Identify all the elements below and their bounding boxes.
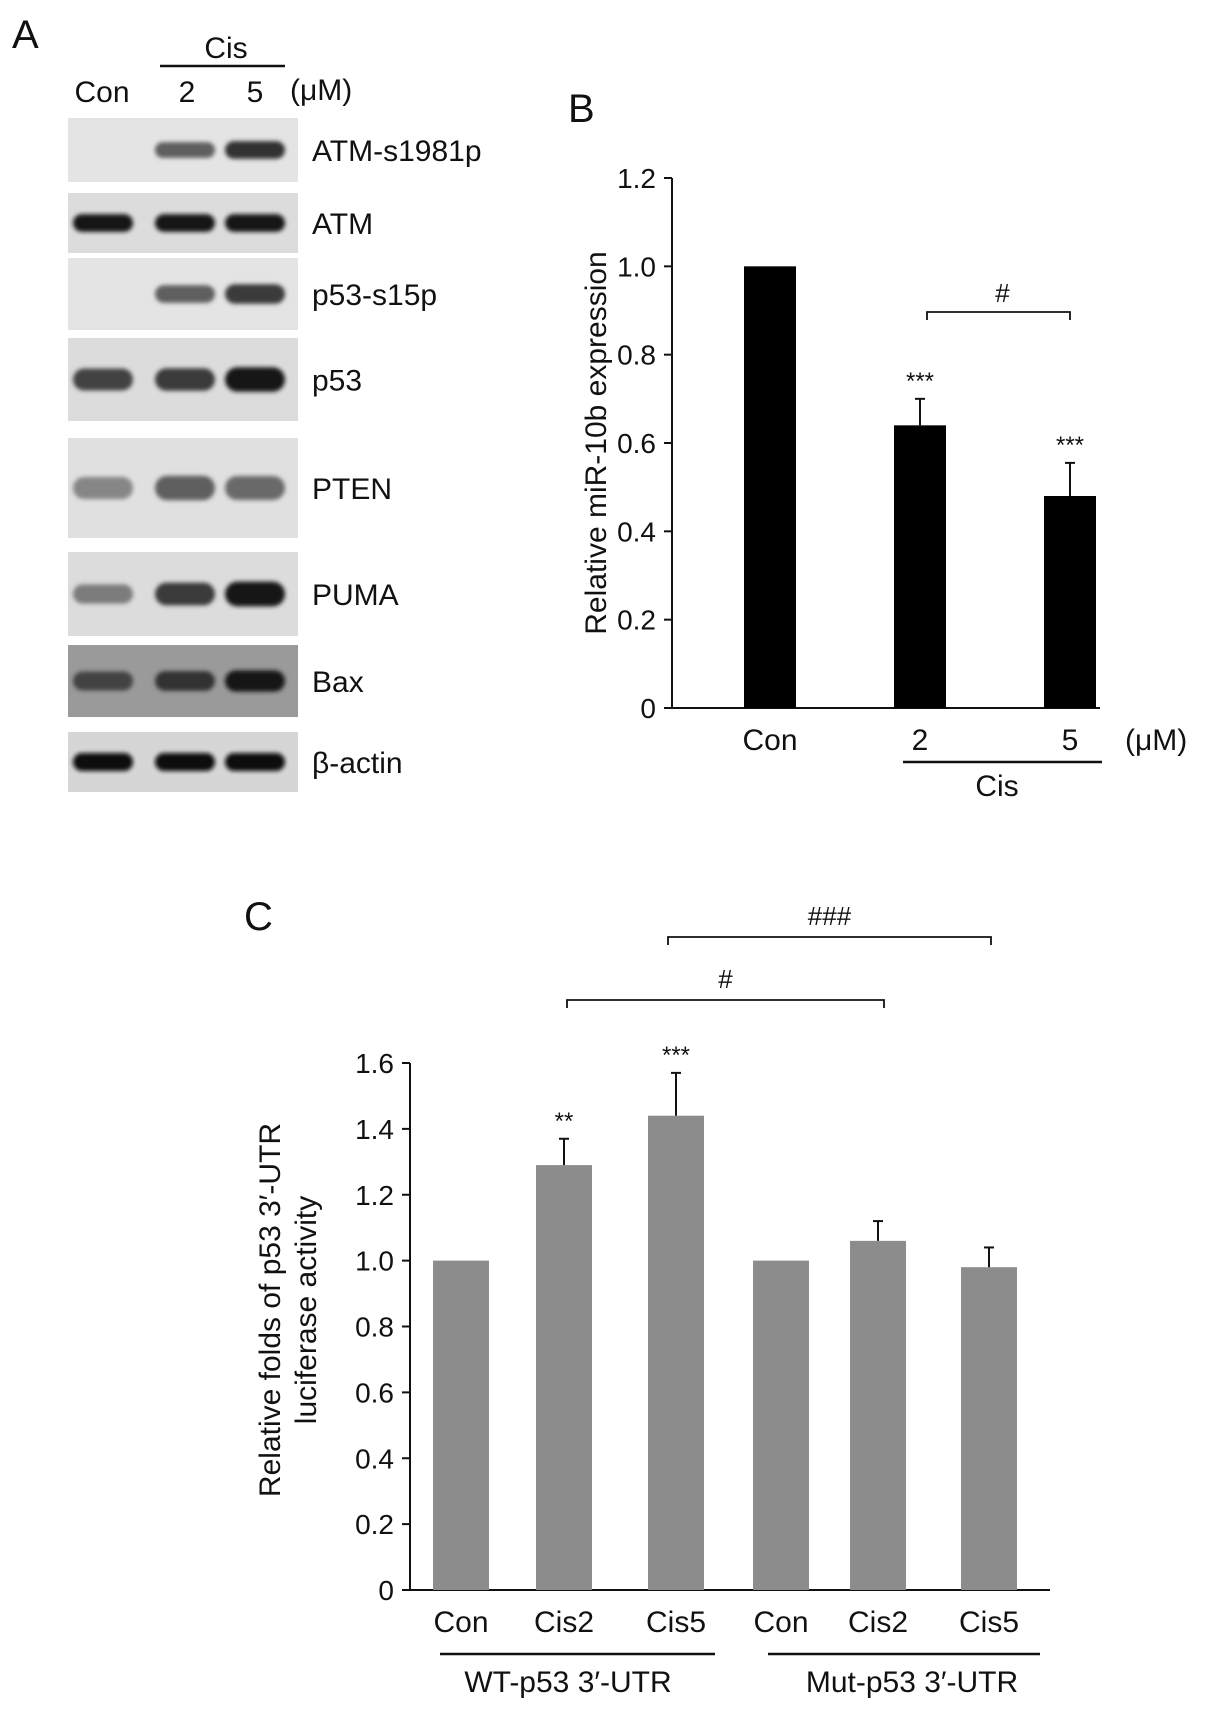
bar <box>850 1240 906 1590</box>
group-label: WT-p53 3′-UTR <box>464 1666 671 1699</box>
y-tick-label: 0.6 <box>355 1377 394 1408</box>
y-tick-label: 1.0 <box>617 251 656 282</box>
x-tick-label: Cis2 <box>534 1606 594 1639</box>
bar <box>961 1267 1017 1590</box>
significance-label: ** <box>555 1108 574 1135</box>
blot-group-label: Cis <box>204 32 247 65</box>
chart-c: 0 0.2 0.4 0.6 0.8 1.0 1.2 1.4 1.6 Con ** Cis2 *** Cis… <box>254 901 1050 1699</box>
comparison-bracket <box>566 999 885 1008</box>
significance-label: *** <box>662 1042 690 1069</box>
x-tick-label: Cis5 <box>959 1606 1019 1639</box>
blot-pten-band-1 <box>73 476 133 500</box>
blot-p53-s15p-label: p53-s15p <box>312 279 437 312</box>
y-tick-label: 0.4 <box>617 516 656 547</box>
x-tick-label: Cis5 <box>646 1606 706 1639</box>
chart-b: 0 0.2 0.4 0.6 0.8 1.0 1.2 Con *** 2 *** 5 Relative m… <box>580 163 1187 803</box>
blot-header: Cis Con 2 5 (μM) <box>74 32 352 109</box>
blot-pten-label: PTEN <box>312 473 392 506</box>
y-axis-label-line-1: Relative folds of p53 3′-UTR <box>254 1123 287 1497</box>
blot-pten-band-3 <box>225 476 285 500</box>
blot-atm-band-3 <box>225 214 285 232</box>
blot-unit: (μM) <box>290 74 352 107</box>
x-tick-label: 5 <box>1062 724 1079 757</box>
comparison-label: # <box>995 278 1010 308</box>
y-tick-label: 1.2 <box>617 163 656 194</box>
y-axis-label: Relative miR-10b expression <box>580 251 613 635</box>
blot-lane-2: 2 <box>179 76 196 109</box>
blot-p53-band-2 <box>155 368 215 391</box>
bar <box>744 266 796 708</box>
blot-puma-band-2 <box>155 582 215 606</box>
blot-atm-band-1 <box>73 214 133 232</box>
blot-p53-s15p-band-2 <box>155 285 215 303</box>
x-tick-label: Con <box>742 724 797 757</box>
y-axis-label-line-2: luciferase activity <box>290 1196 323 1424</box>
panel-label-c: C <box>244 895 273 939</box>
y-tick-label: 0.8 <box>617 340 656 371</box>
group-label: Cis <box>975 770 1018 803</box>
panel-label-a: A <box>12 13 39 57</box>
unit-label: (μM) <box>1125 724 1187 757</box>
comparison-label: ### <box>808 901 852 931</box>
comparison-bracket <box>667 936 992 945</box>
x-tick-label: 2 <box>912 724 929 757</box>
significance-label: *** <box>906 368 934 395</box>
blot-bax-band-3 <box>225 670 285 692</box>
bar <box>648 1115 704 1590</box>
blot-atm-label: ATM <box>312 208 373 241</box>
blot-puma-band-3 <box>225 581 285 607</box>
blot-lane-5: 5 <box>247 76 264 109</box>
blot-puma-band-1 <box>73 584 133 604</box>
bar <box>894 425 946 708</box>
x-tick-label: Con <box>753 1606 808 1639</box>
blot--actin-band-1 <box>73 753 133 771</box>
comparison-label: # <box>718 964 733 994</box>
blot-bax-label: Bax <box>312 666 364 699</box>
blot-p53-band-3 <box>225 367 285 392</box>
blot-p53-band-1 <box>73 368 133 391</box>
blot-atm-band-2 <box>155 214 215 232</box>
y-tick-label: 1.4 <box>355 1114 394 1145</box>
bar <box>753 1260 809 1590</box>
y-tick-label: 0 <box>378 1575 394 1606</box>
bar <box>536 1165 592 1590</box>
blot-atm-s1981p-band-2 <box>155 142 215 158</box>
y-tick-label: 0.8 <box>355 1312 394 1343</box>
blot--actin-band-3 <box>225 753 285 771</box>
significance-label: *** <box>1056 432 1084 459</box>
blot-puma-label: PUMA <box>312 579 399 612</box>
y-tick-label: 1.0 <box>355 1246 394 1277</box>
y-tick-label: 1.2 <box>355 1180 394 1211</box>
blot-lane-con: Con <box>74 76 129 109</box>
blot-p53-s15p-band-3 <box>225 284 285 304</box>
y-tick-label: 0.6 <box>617 428 656 459</box>
y-tick-label: 0.4 <box>355 1443 394 1474</box>
y-tick-label: 1.6 <box>355 1048 394 1079</box>
blot--actin-label: β-actin <box>312 747 403 780</box>
western-blot-panels: ATM-s1981p ATM p53-s15p p53 PTEN PUMA Bax β-act… <box>68 118 482 792</box>
x-tick-label: Con <box>433 1606 488 1639</box>
blot-p53-label: p53 <box>312 365 362 398</box>
blot-bax-band-1 <box>73 671 133 691</box>
panel-label-b: B <box>568 87 595 131</box>
bar <box>1044 496 1096 708</box>
comparison-bracket <box>926 311 1071 320</box>
blot-bax-band-2 <box>155 671 215 691</box>
blot-pten-band-2 <box>155 475 215 501</box>
y-tick-label: 0.2 <box>617 605 656 636</box>
x-tick-label: Cis2 <box>848 1606 908 1639</box>
blot-atm-s1981p-band-3 <box>225 141 285 159</box>
group-label: Mut-p53 3′-UTR <box>806 1666 1018 1699</box>
bar <box>433 1260 489 1590</box>
y-tick-label: 0.2 <box>355 1509 394 1540</box>
blot-atm-s1981p-label: ATM-s1981p <box>312 135 482 168</box>
y-tick-label: 0 <box>640 693 656 724</box>
blot--actin-band-2 <box>155 753 215 771</box>
